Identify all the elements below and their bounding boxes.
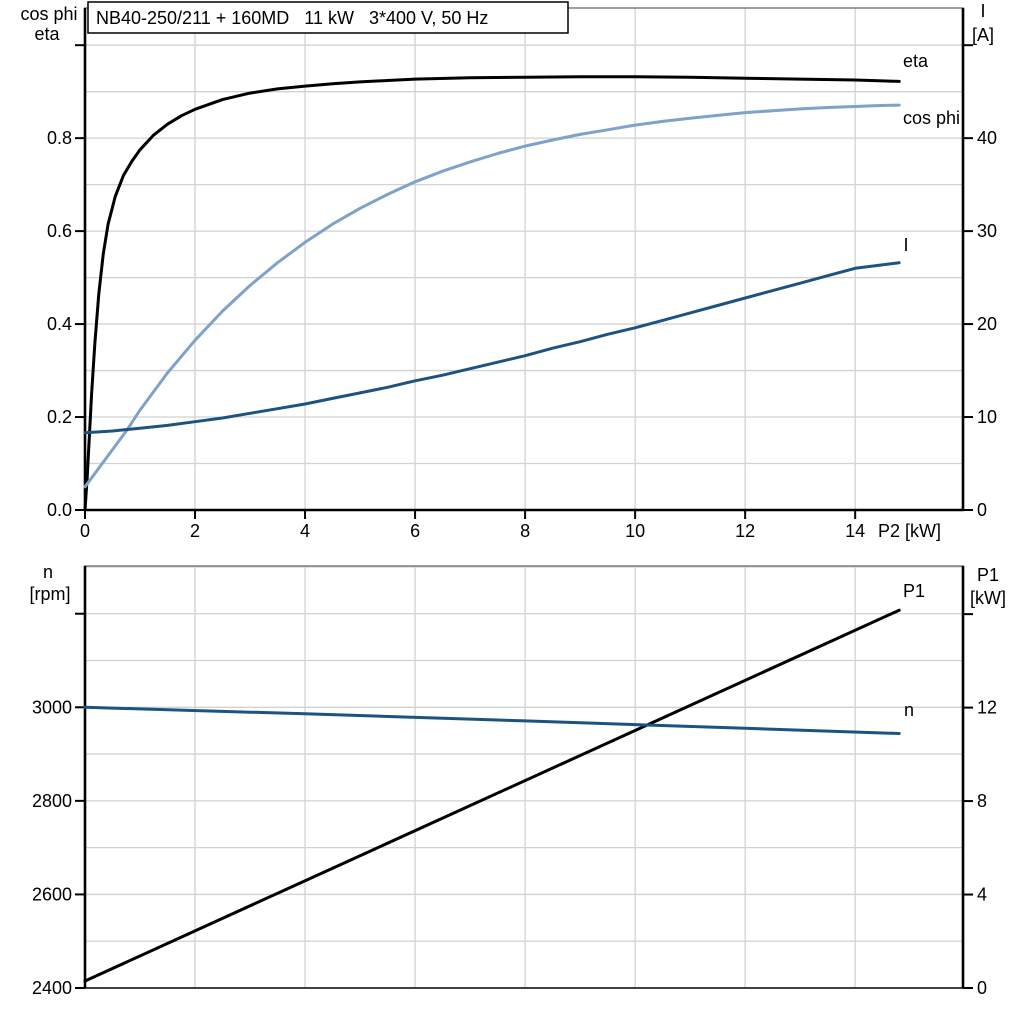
bottom-chart-right-axis-title-line1: P1 <box>977 565 999 585</box>
right-tick-label: 8 <box>977 791 987 811</box>
right-tick-label: 40 <box>977 128 997 148</box>
x-tick-label: 2 <box>190 521 200 541</box>
curve-P1 <box>83 608 901 983</box>
x-tick-label: 14 <box>845 521 865 541</box>
right-tick-label: 4 <box>977 885 987 905</box>
curve-label-P1: P1 <box>903 581 925 601</box>
top-chart-right-axis-title-line2: [A] <box>972 25 994 45</box>
left-tick-label: 2800 <box>32 791 72 811</box>
curve-label-eta: eta <box>903 51 929 71</box>
x-tick-label: 8 <box>520 521 530 541</box>
curve-n <box>83 705 901 735</box>
right-tick-label: 20 <box>977 314 997 334</box>
x-tick-label: 0 <box>80 521 90 541</box>
top-chart-left-axis-title-line1: cos phi <box>20 4 77 24</box>
bottom-chart-left-axis-title-line1: n <box>43 562 53 582</box>
right-tick-label: 12 <box>977 698 997 718</box>
curve-label-n: n <box>904 700 914 720</box>
bottom-chart-right-axis-title-line2: [kW] <box>970 588 1006 608</box>
curve-I <box>83 261 901 435</box>
left-tick-label: 3000 <box>32 697 72 717</box>
bottom-chart-left-axis-title-line2: [rpm] <box>29 584 70 604</box>
left-tick-label: 2600 <box>32 884 72 904</box>
title-box <box>87 1 569 34</box>
top-chart: 0.0 0.2 0.4 0.6 0.8 0 10 20 30 40 0 2 4 6 8 10 12 14 eta co… <box>47 7 997 541</box>
curve-eta <box>83 75 901 512</box>
left-tick-label: 0.4 <box>47 314 72 334</box>
x-tick-label: 6 <box>410 521 420 541</box>
chart-title: NB40-250/211 + 160MD 11 kW 3*400 V, 50 H… <box>96 8 488 28</box>
right-tick-label: 0 <box>977 978 987 998</box>
x-tick-label: 12 <box>735 521 755 541</box>
left-tick-label: 0.0 <box>47 500 72 520</box>
right-tick-label: 0 <box>977 500 987 520</box>
left-tick-label: 0.2 <box>47 407 72 427</box>
x-tick-label: 4 <box>300 521 310 541</box>
left-tick-label: 0.6 <box>47 221 72 241</box>
curve-label-I: I <box>903 235 908 255</box>
curve-label-cos-phi: cos phi <box>903 108 960 128</box>
top-chart-left-axis-title-line2: eta <box>34 24 60 44</box>
bottom-chart: 2400 2600 2800 3000 0 4 8 12 P1 n <box>32 565 997 998</box>
top-chart-x-axis-title: P2 [kW] <box>878 521 941 541</box>
curve-cos-phi <box>83 103 901 489</box>
left-tick-label: 2400 <box>32 978 72 998</box>
left-tick-label: 0.8 <box>47 128 72 148</box>
top-chart-right-axis-title-line1: I <box>980 1 985 21</box>
right-tick-label: 30 <box>977 221 997 241</box>
right-tick-label: 10 <box>977 407 997 427</box>
x-tick-label: 10 <box>625 521 645 541</box>
